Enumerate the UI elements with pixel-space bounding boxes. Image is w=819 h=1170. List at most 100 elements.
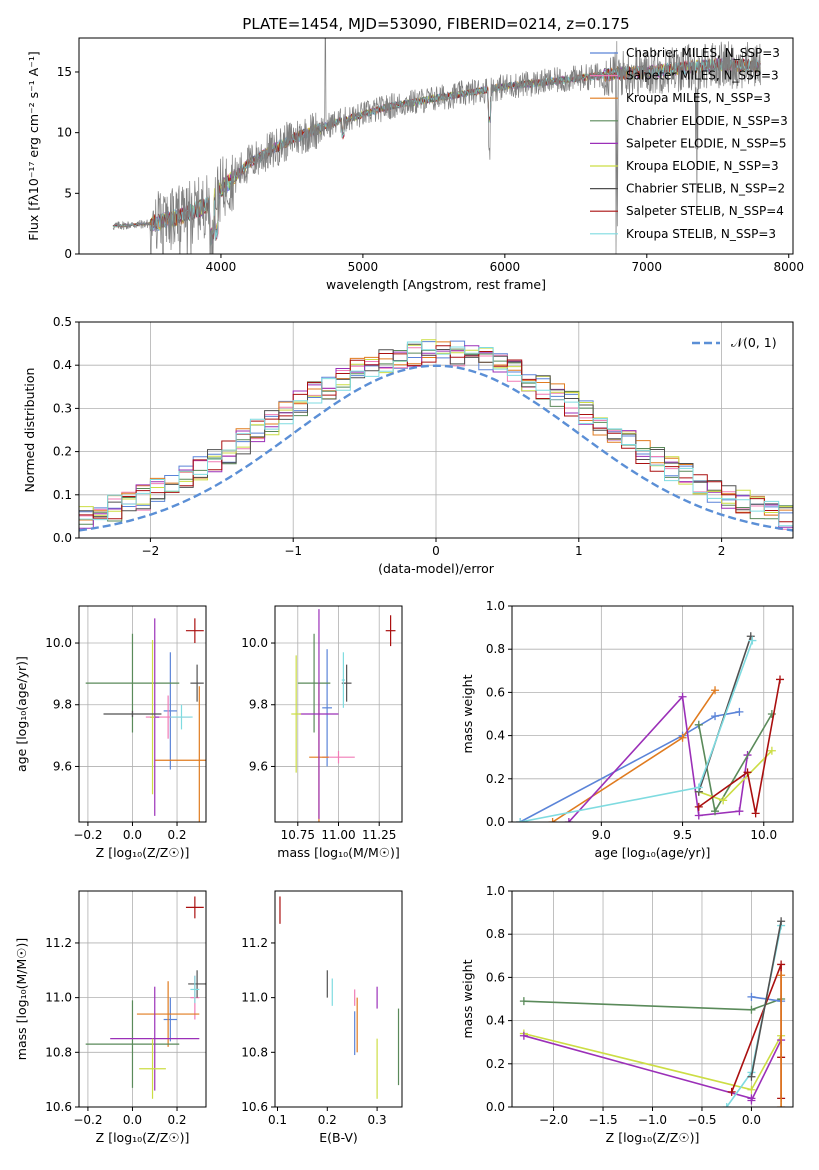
gaussian-curve	[79, 364, 793, 532]
series-marker	[719, 796, 728, 805]
point-salpeter_stelib	[185, 618, 204, 644]
y-tick-label: 0.2	[53, 445, 72, 459]
x-tick-label: 0.2	[167, 1113, 186, 1127]
y-tick-label: 0.5	[53, 315, 72, 329]
point-kroupa_stelib	[341, 652, 346, 708]
y-tick-label: 10.8	[45, 1045, 72, 1059]
y-tick-label: 9.8	[53, 698, 72, 712]
point-kroupa_stelib	[190, 975, 200, 1004]
point-chabrier_stelib	[188, 970, 206, 998]
y-tick-label: 0.6	[486, 685, 505, 699]
series-line	[698, 679, 781, 814]
y-tick-label: 5	[64, 186, 72, 200]
y-tick-label: 0.2	[486, 772, 505, 786]
histogram-salpeter_stelib	[79, 345, 793, 538]
plot-area	[85, 896, 206, 1099]
series-kroupa_stelib	[516, 636, 757, 822]
series-line	[750, 921, 782, 1077]
series-marker	[747, 1085, 756, 1094]
x-tick-label: 10.75	[281, 828, 315, 842]
y-tick-label: 0.4	[486, 1014, 505, 1028]
chart-residuals: −2 −1 0 1 2 0.0 0.1 0.2 0.3 0.4 0.5 (data-model)/er…	[22, 315, 794, 576]
series-marker	[678, 692, 687, 701]
x-tick-label: 4000	[206, 260, 237, 274]
series-marker	[727, 1087, 736, 1096]
x-tick-label: 0.3	[368, 1113, 387, 1127]
y-tick-label: 10.6	[241, 1100, 268, 1114]
x-tick-label: 0.2	[318, 1113, 337, 1127]
series-marker	[747, 1072, 756, 1081]
series-salpeter_elodie	[519, 1031, 786, 1105]
y-axis-label: mass [log₁₀(M/M☉)]	[14, 938, 29, 1060]
chart-mass_vs_Z: −0.2 0.0 0.2 10.6 10.8 11.0 11.2 Z [log₁₀(Z/Z☉)…	[14, 890, 207, 1145]
point-kroupa_elodie	[150, 639, 155, 795]
point-kroupa_miles	[154, 686, 206, 822]
series-marker	[777, 971, 786, 980]
legend: Chabrier MILES, N_SSP=3 Salpeter MILES, N…	[590, 46, 788, 241]
point-kroupa_elodie	[291, 655, 302, 773]
x-tick-label: 1	[575, 544, 583, 558]
series-marker	[746, 632, 755, 641]
y-tick-label: 11.0	[45, 991, 72, 1005]
series-marker	[519, 1031, 528, 1040]
histogram-kroupa_stelib	[79, 341, 793, 538]
y-tick-label: 1.0	[486, 599, 505, 613]
y-tick-label: 0.6	[486, 970, 505, 984]
point-salpeter_elodie	[110, 986, 200, 1091]
y-tick-label: 10.6	[45, 1100, 72, 1114]
x-tick-label: 10.0	[750, 828, 777, 842]
x-axis-label: Z [log₁₀(Z/Z☉)]	[606, 1130, 700, 1145]
x-tick-label: −0.2	[73, 1113, 102, 1127]
series-marker	[694, 783, 703, 792]
y-tick-label: 11.2	[241, 936, 268, 950]
legend-label: Chabrier ELODIE, N_SSP=3	[626, 114, 788, 128]
y-axis-label: Flux [fλ10⁻¹⁷ erg cm⁻² s⁻¹ A⁻¹]	[26, 51, 41, 240]
point-chabrier_miles	[322, 649, 332, 767]
series-salpeter_elodie	[564, 692, 752, 822]
y-tick-label: 10	[57, 126, 72, 140]
series-marker	[776, 675, 785, 684]
y-tick-label: 11.0	[241, 991, 268, 1005]
series-marker	[748, 636, 757, 645]
series-marker	[767, 710, 776, 718]
series-kroupa_miles	[548, 686, 720, 822]
y-tick-label: 0.8	[486, 642, 505, 656]
legend-label: Salpeter ELODIE, N_SSP=5	[626, 136, 787, 150]
y-axis-label: mass weight	[460, 674, 475, 753]
x-tick-label: 0.0	[123, 1113, 142, 1127]
series-salpeter_stelib	[694, 675, 785, 818]
series-marker	[747, 1005, 756, 1014]
series-marker	[722, 1103, 731, 1107]
series-marker	[711, 712, 720, 721]
x-tick-label: 0.2	[167, 828, 186, 842]
point-kroupa_stelib	[170, 704, 193, 730]
chart-weight_vs_age: 9.0 9.5 10.0 0.0 0.2 0.4 0.6 0.8 1.0 age [log₁₀(a…	[460, 599, 794, 860]
legend-label: Kroupa MILES, N_SSP=3	[626, 91, 771, 105]
series-line	[519, 640, 754, 822]
plot-area	[79, 339, 793, 538]
legend-label: Kroupa STELIB, N_SSP=3	[626, 227, 776, 241]
y-tick-label: 0.1	[53, 488, 72, 502]
series-marker	[519, 997, 528, 1006]
point-salpeter_elodie	[299, 609, 339, 819]
series-marker	[694, 802, 703, 811]
chart-spectrum: 4000 5000 6000 7000 8000 0 5 10 15 wavelength [An…	[26, 37, 804, 292]
y-tick-label: 0.0	[486, 1100, 505, 1114]
series-marker	[777, 1103, 786, 1107]
chart-age_vs_mass: 10.75 11.00 11.25 9.6 9.8 10.0 mass [log₁₀(M/M…	[241, 605, 403, 860]
series-marker	[694, 720, 703, 729]
series-marker	[767, 746, 776, 755]
y-tick-label: 15	[57, 65, 72, 79]
x-tick-label: 0.1	[268, 1113, 287, 1127]
point-salpeter_stelib	[385, 615, 396, 647]
axes-frame	[78, 890, 207, 1108]
x-tick-label: 0	[432, 544, 440, 558]
figure-title: PLATE=1454, MJD=53090, FIBERID=0214, z=0…	[242, 15, 629, 33]
series-marker	[743, 768, 752, 777]
x-tick-label: 6000	[490, 260, 521, 274]
x-tick-label: 11.25	[362, 828, 396, 842]
series-chabrier_miles	[516, 707, 744, 822]
y-tick-label: 0.8	[486, 927, 505, 941]
y-tick-label: 0.2	[486, 1057, 505, 1071]
